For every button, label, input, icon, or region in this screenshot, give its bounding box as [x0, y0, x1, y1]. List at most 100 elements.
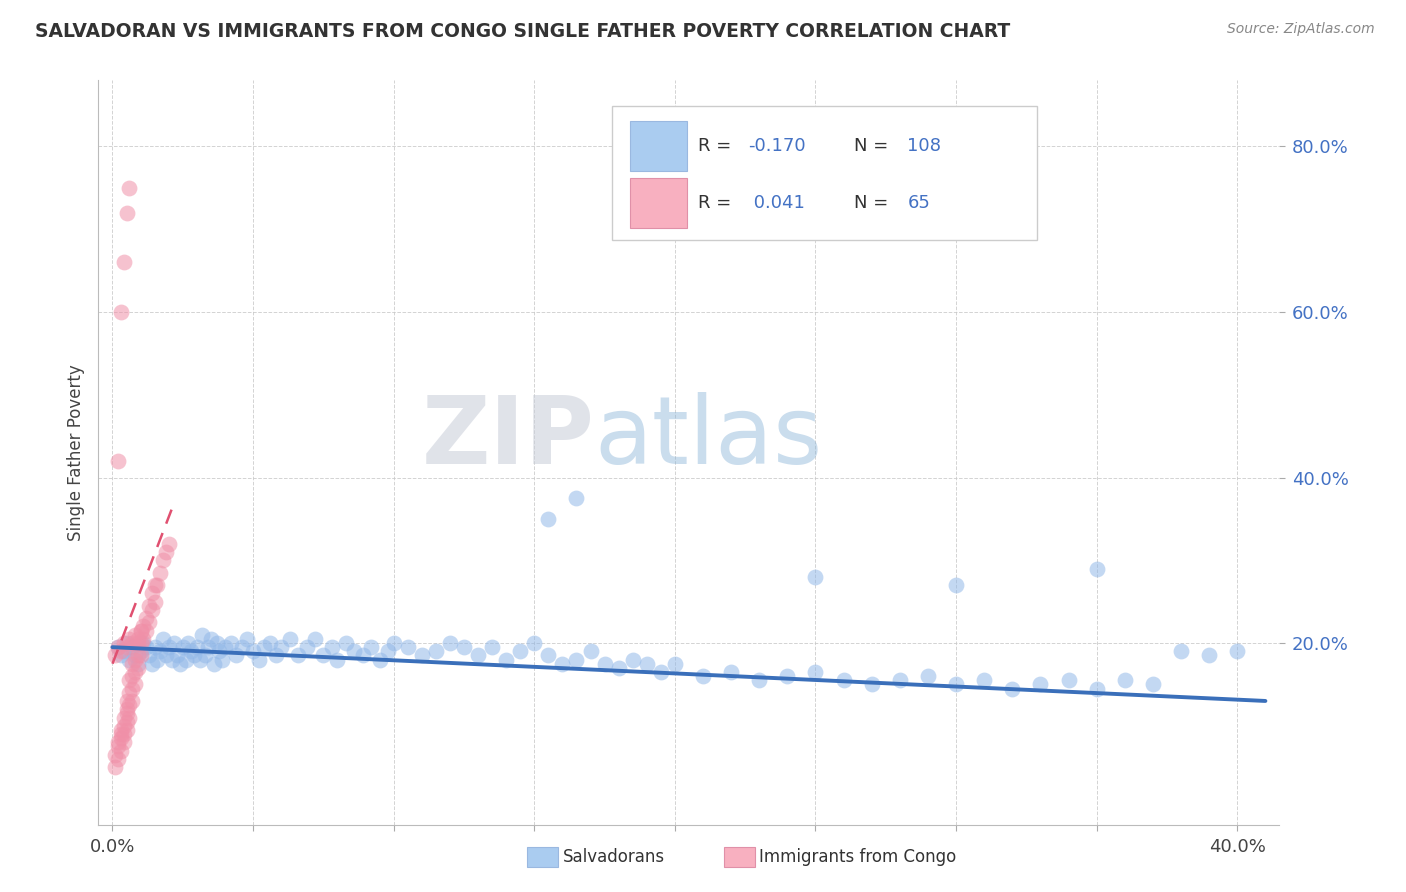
Point: [127, 636, 149, 650]
Text: N =: N =: [855, 136, 894, 155]
Point: [149, 566, 172, 580]
Point: [453, 640, 475, 655]
Bar: [630, 120, 686, 171]
Point: [1114, 673, 1136, 688]
Point: [202, 657, 225, 671]
Point: [135, 611, 157, 625]
Point: [127, 648, 149, 663]
Point: [253, 640, 276, 655]
Point: [157, 640, 180, 655]
Text: R =: R =: [699, 136, 737, 155]
Point: [219, 636, 242, 650]
Point: [188, 652, 211, 666]
Point: [112, 255, 135, 269]
Point: [129, 624, 152, 638]
Point: [112, 644, 135, 658]
Point: [1029, 677, 1052, 691]
Point: [537, 512, 560, 526]
Point: [236, 632, 259, 646]
Y-axis label: Single Father Poverty: Single Father Poverty: [66, 364, 84, 541]
Point: [112, 727, 135, 741]
Point: [607, 661, 630, 675]
Point: [270, 640, 292, 655]
Point: [138, 648, 160, 663]
Point: [917, 669, 939, 683]
Point: [118, 686, 141, 700]
Point: [1142, 677, 1164, 691]
Bar: [630, 178, 686, 228]
Point: [129, 624, 152, 638]
Point: [177, 636, 200, 650]
Point: [172, 640, 194, 655]
Point: [225, 648, 247, 663]
Point: [945, 677, 967, 691]
Point: [115, 706, 138, 721]
Point: [127, 661, 149, 675]
Point: [312, 648, 335, 663]
Point: [132, 636, 155, 650]
Point: [304, 632, 326, 646]
Point: [104, 747, 127, 762]
Point: [889, 673, 911, 688]
Point: [439, 636, 461, 650]
Point: [110, 723, 132, 737]
Point: [135, 624, 157, 638]
Point: [141, 603, 163, 617]
Point: [112, 636, 135, 650]
Point: [115, 636, 138, 650]
Point: [174, 652, 197, 666]
Point: [121, 636, 143, 650]
Point: [425, 644, 447, 658]
Text: Salvadorans: Salvadorans: [562, 848, 665, 866]
Point: [194, 648, 217, 663]
Point: [138, 599, 160, 613]
Text: Immigrants from Congo: Immigrants from Congo: [759, 848, 956, 866]
Point: [107, 454, 129, 468]
Point: [110, 731, 132, 746]
Point: [326, 652, 349, 666]
Point: [124, 648, 146, 663]
Point: [191, 628, 214, 642]
Point: [124, 665, 146, 679]
Point: [636, 657, 658, 671]
Point: [551, 657, 574, 671]
Point: [124, 677, 146, 691]
Point: [115, 640, 138, 655]
Point: [121, 694, 143, 708]
Point: [129, 636, 152, 650]
Point: [860, 677, 883, 691]
Point: [155, 545, 177, 559]
Point: [115, 694, 138, 708]
Point: [411, 648, 433, 663]
Point: [107, 752, 129, 766]
Point: [132, 632, 155, 646]
Point: [115, 702, 138, 716]
Point: [1085, 681, 1108, 696]
Point: [121, 681, 143, 696]
Point: [973, 673, 995, 688]
Point: [118, 673, 141, 688]
Point: [112, 735, 135, 749]
Point: [157, 537, 180, 551]
Point: [166, 648, 188, 663]
Text: ZIP: ZIP: [422, 392, 595, 483]
Point: [110, 727, 132, 741]
Point: [382, 636, 405, 650]
Point: [335, 636, 357, 650]
Point: [200, 632, 222, 646]
Point: [278, 632, 301, 646]
Point: [537, 648, 560, 663]
Text: N =: N =: [855, 194, 894, 212]
Point: [352, 648, 374, 663]
Point: [110, 648, 132, 663]
Point: [110, 305, 132, 319]
Point: [155, 648, 177, 663]
Text: SALVADORAN VS IMMIGRANTS FROM CONGO SINGLE FATHER POVERTY CORRELATION CHART: SALVADORAN VS IMMIGRANTS FROM CONGO SING…: [35, 22, 1011, 41]
Point: [180, 644, 202, 658]
Point: [143, 640, 166, 655]
Point: [264, 648, 287, 663]
Point: [149, 644, 172, 658]
Point: [143, 578, 166, 592]
Point: [118, 698, 141, 712]
Point: [146, 652, 169, 666]
